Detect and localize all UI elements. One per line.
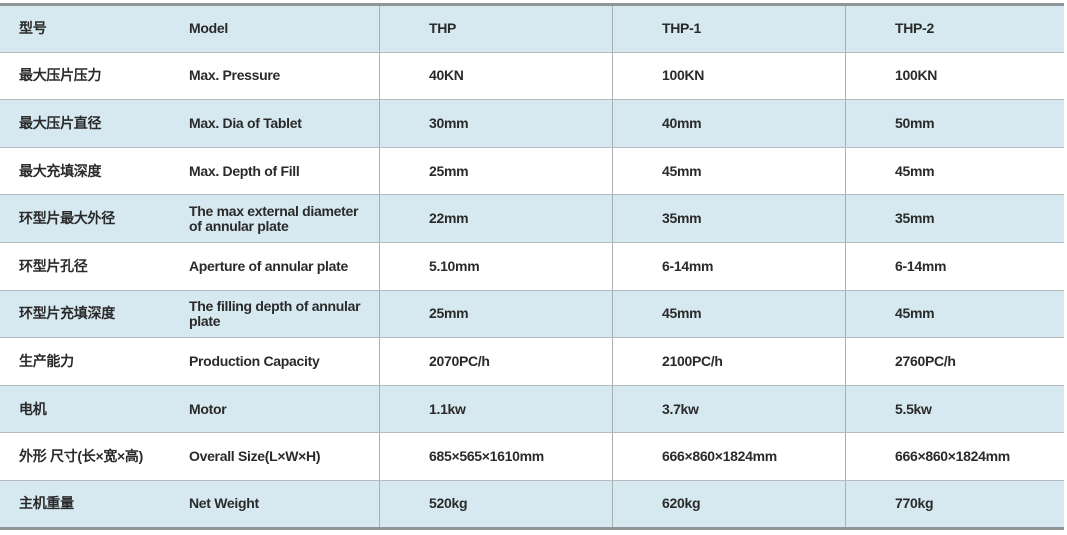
- table-cell: 620kg: [612, 480, 846, 529]
- table-cell: 100KN: [612, 52, 846, 101]
- table-cell: 环型片充填深度: [0, 290, 189, 339]
- header-cell: 型号: [0, 4, 189, 53]
- table-cell: 35mm: [845, 194, 1064, 243]
- table-cell: Max. Depth of Fill: [189, 147, 380, 196]
- table-row: 环型片最大外径 The max external diameter of annu…: [0, 194, 1064, 243]
- table-cell: The max external diameter of annular pla…: [189, 194, 380, 243]
- table-cell: 100KN: [845, 52, 1064, 101]
- table-cell: 770kg: [845, 480, 1064, 529]
- table-cell: 45mm: [612, 147, 846, 196]
- table-cell: Max. Dia of Tablet: [189, 99, 380, 148]
- table-cell: 45mm: [612, 290, 846, 339]
- table-cell: 25mm: [379, 147, 613, 196]
- table-cell: 22mm: [379, 194, 613, 243]
- table-cell: Net Weight: [189, 495, 259, 512]
- table-cell: 6-14mm: [612, 242, 846, 291]
- table-row: 生产能力 Production Capacity 2070PC/h 2100PC/h 2…: [0, 337, 1064, 386]
- header-cell: THP: [379, 4, 613, 53]
- table-cell: 2070PC/h: [379, 337, 613, 386]
- table-cell: 外形 尺寸(长×宽×高): [0, 432, 189, 481]
- spec-table: 型号 Model THP THP-1 THP-2 最大压片压力 Max. Pres…: [0, 3, 1064, 530]
- table-row: 环型片孔径 Aperture of annular plate 5.10mm 6-14…: [0, 242, 1064, 291]
- table-row: 电机 Motor 1.1kw 3.7kw 5.5kw: [0, 385, 1064, 434]
- table-cell: 生产能力: [0, 337, 189, 386]
- header-row: 型号 Model THP THP-1 THP-2: [0, 4, 1064, 53]
- table-cell: 环型片最大外径: [0, 194, 189, 243]
- table-cell: 2100PC/h: [612, 337, 846, 386]
- table-cell: 666×860×1824mm: [845, 432, 1064, 481]
- table-cell: 5.5kw: [845, 385, 1064, 434]
- table-cell: 2760PC/h: [845, 337, 1064, 386]
- table-cell: 40mm: [612, 99, 846, 148]
- table-cell: Motor: [189, 385, 380, 434]
- table-cell: 30mm: [379, 99, 613, 148]
- table-cell: 520kg: [379, 480, 613, 529]
- table-cell: Overall Size(L×W×H): [189, 432, 380, 481]
- table-cell: 35mm: [612, 194, 846, 243]
- table-cell: 电机: [0, 385, 189, 434]
- table-row: 主机重量 Net Weight 520kg 620kg 770kg: [0, 480, 1064, 529]
- table-cell: 45mm: [845, 147, 1064, 196]
- table-cell: 环型片孔径: [0, 242, 189, 291]
- table-cell: Production Capacity: [189, 337, 380, 386]
- table-cell: 6-14mm: [845, 242, 1064, 291]
- table-cell: 45mm: [845, 290, 1064, 339]
- table-row: 环型片充填深度 The filling depth of annular plat…: [0, 290, 1064, 339]
- table-cell: 666×860×1824mm: [612, 432, 846, 481]
- header-cell: THP-1: [612, 4, 846, 53]
- table-cell: 50mm: [845, 99, 1064, 148]
- table-cell: Aperture of annular plate: [189, 242, 380, 291]
- table-cell: 40KN: [379, 52, 613, 101]
- table-cell: 最大充填深度: [0, 147, 189, 196]
- table-cell: 最大压片压力: [0, 52, 189, 101]
- table-row: 最大压片直径 Max. Dia of Tablet 30mm 40mm 50mm: [0, 99, 1064, 148]
- table-row: 最大充填深度 Max. Depth of Fill 25mm 45mm 45mm: [0, 147, 1064, 196]
- table-cell: 最大压片直径: [0, 99, 189, 148]
- table-cell: Max. Pressure: [189, 52, 380, 101]
- table-cell: 3.7kw: [612, 385, 846, 434]
- table-row: 最大压片压力 Max. Pressure 40KN 100KN 100KN: [0, 52, 1064, 101]
- table-cell: 1.1kw: [379, 385, 613, 434]
- table-cell: 25mm: [379, 290, 613, 339]
- table-cell: 主机重量: [19, 495, 74, 512]
- table-cell: 5.10mm: [379, 242, 613, 291]
- table-cell: The filling depth of annular plate: [189, 290, 380, 339]
- header-cell: THP-2: [845, 4, 1064, 53]
- table-cell: 685×565×1610mm: [379, 432, 613, 481]
- table-row: 外形 尺寸(长×宽×高) Overall Size(L×W×H) 685×565×1…: [0, 432, 1064, 481]
- header-cell: Model: [189, 4, 380, 53]
